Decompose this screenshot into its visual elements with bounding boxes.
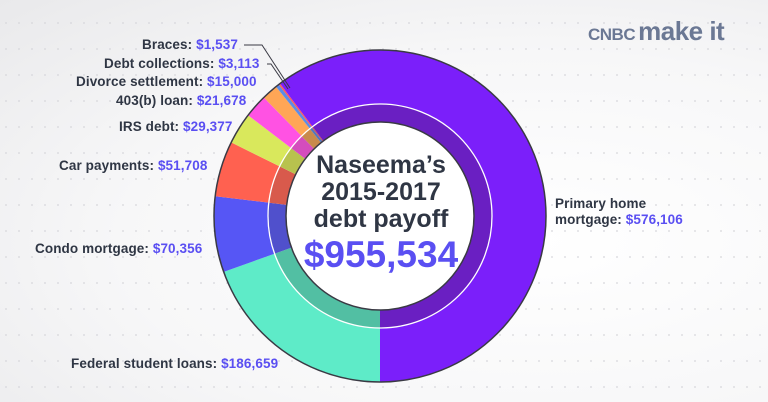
slice-braces [278,83,313,128]
donut-outer-ring [214,50,547,382]
slice-primary-home-mortgage [279,50,547,382]
label-403b-loan: 403(b) loan: $21,678 [116,93,246,108]
slice-debt-collections [275,84,312,129]
slice-federal-student-loans [223,253,380,382]
label-primary-home-mortgage-name-line1: Primary home [555,196,647,211]
slice-inner-divorce-settlement [301,128,322,149]
label-debt-collections-value: $3,113 [218,56,260,71]
label-braces: Braces: $1,537 [142,37,238,52]
label-403b-loan-value: $21,678 [196,93,247,108]
slice-inner-braces [311,126,324,142]
label-primary-home-mortgage-value: $576,106 [625,212,683,227]
slice-inner-federal-student-loans [274,247,380,329]
label-federal-student-loans-name: Federal student loans: [71,356,222,371]
logo-cnbc: CNBC [588,25,636,44]
label-irs-debt-value: $29,377 [183,119,233,134]
label-car-payments-value: $51,708 [157,158,208,173]
donut-center-title: Naseema’s 2015-2017 debt payoff $955,534 [281,152,481,276]
slice-inner-primary-home-mortgage [312,103,493,329]
label-car-payments: Car payments: $51,708 [59,158,207,173]
center-title-line2: 2015-2017 [321,178,441,206]
slice-inner-debt-collections [309,126,323,143]
label-debt-collections: Debt collections: $3,113 [104,56,259,71]
label-debt-collections-name: Debt collections: [104,56,219,71]
label-condo-mortgage-name: Condo mortgage: [35,241,153,256]
leader-line-debt-collections [267,63,289,90]
leader-line-braces [244,44,291,89]
label-car-payments-name: Car payments: [59,158,158,173]
label-condo-mortgage-value: $70,356 [152,241,203,256]
label-divorce-settlement-name: Divorce settlement: [76,74,208,89]
label-primary-home-mortgage-name-line2: mortgage: [555,212,626,227]
donut-hole [285,121,475,311]
donut-inner-divider [267,103,493,329]
label-irs-debt-name: IRS debt: [119,119,183,134]
center-title-line1: Naseema’s [316,151,446,179]
label-braces-name: Braces: [142,37,197,52]
label-braces-value: $1,537 [196,37,238,52]
label-irs-debt: IRS debt: $29,377 [119,119,233,134]
center-title-line3: debt payoff [313,205,449,233]
label-primary-home-mortgage: Primary home mortgage: $576,106 [555,196,683,228]
center-total-amount: $955,534 [303,234,459,275]
donut-outline [213,49,547,383]
label-divorce-settlement: Divorce settlement: $15,000 [76,74,257,89]
slice-irs-debt [231,115,292,167]
label-divorce-settlement-value: $15,000 [207,74,257,89]
label-403b-loan-name: 403(b) loan: [116,93,197,108]
label-condo-mortgage: Condo mortgage: $70,356 [35,241,202,256]
cnbc-make-it-logo: CNBC make it [588,16,725,47]
slice-car-payments [215,142,280,203]
slice-403-b-loan [248,97,302,149]
label-federal-student-loans-value: $186,659 [221,356,279,371]
slice-divorce-settlement [263,86,310,137]
slice-condo-mortgage [214,196,275,272]
logo-make-it: make it [638,16,725,46]
label-federal-student-loans: Federal student loans: $186,659 [71,356,278,371]
